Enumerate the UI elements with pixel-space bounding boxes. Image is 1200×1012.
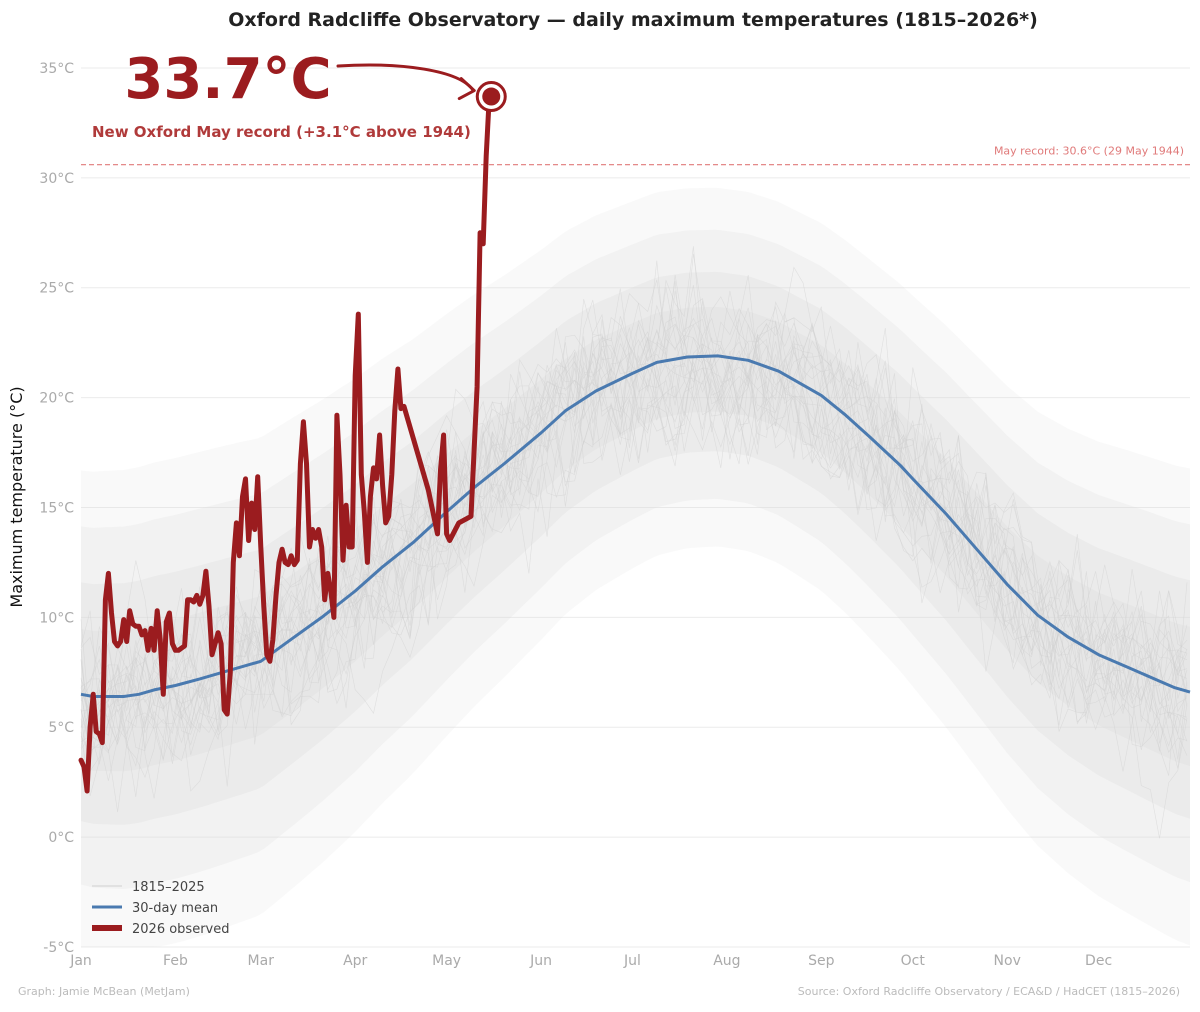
reference-line-group: May record: 30.6°C (29 May 1944): [81, 145, 1190, 166]
historical-trace: [80, 319, 1188, 749]
axes-group: -5°C 0°C 5°C 10°C 15°C 20°C 25°C 30°C 35°C Jan Feb…: [39, 61, 1112, 969]
x-tick-label: Mar: [248, 953, 275, 969]
y-tick-label: 25°C: [39, 281, 74, 297]
x-tick-label: Nov: [994, 953, 1021, 969]
record-value-label: 33.7°C: [124, 47, 331, 112]
y-tick-label: 0°C: [48, 830, 74, 846]
y-axis-label: Maximum temperature (°C): [7, 386, 26, 607]
x-tick-label: Dec: [1085, 953, 1112, 969]
x-tick-label: Apr: [343, 953, 367, 969]
credit-author: Graph: Jamie McBean (MetJam): [18, 985, 190, 998]
mean-series-line: [80, 354, 1191, 698]
record-highlight-group: 33.7°C New Oxford May record (+3.1°C abov…: [92, 47, 507, 141]
x-tick-label: Jun: [529, 953, 552, 969]
x-tick-label: Jan: [69, 953, 92, 969]
y-tick-label: 5°C: [48, 720, 74, 736]
x-tick-label: Feb: [163, 953, 188, 969]
historical-envelope: [81, 229, 1190, 890]
credit-source: Source: Oxford Radcliffe Observatory / E…: [798, 985, 1180, 998]
legend-entry-label: 30-day mean: [132, 901, 218, 916]
record-marker-dot: [482, 87, 501, 106]
record-caption: New Oxford May record (+3.1°C above 1944…: [92, 123, 471, 141]
y-tick-label: 20°C: [39, 391, 74, 407]
historical-trace: [80, 246, 1188, 713]
chart-title: Oxford Radcliffe Observatory — daily max…: [228, 9, 1038, 31]
y-tick-label: 30°C: [39, 171, 74, 187]
legend: 1815–2025 30-day mean 2026 observed: [92, 880, 229, 937]
historical-band: [80, 187, 1190, 948]
mean-series-group: [80, 354, 1191, 698]
may-record-label: May record: 30.6°C (29 May 1944): [994, 145, 1184, 158]
x-tick-label: Sep: [808, 953, 835, 969]
historical-envelope: [81, 271, 1190, 825]
x-tick-label: Aug: [713, 953, 740, 969]
historical-trace: [80, 320, 1188, 759]
historical-trace: [80, 253, 1188, 796]
y-tick-label: 15°C: [39, 500, 74, 516]
observed-series-group: [78, 94, 492, 794]
x-tick-label: Oct: [901, 953, 926, 969]
historical-envelope: [81, 306, 1190, 772]
record-arrow: [336, 63, 475, 93]
legend-entry-label: 2026 observed: [132, 922, 229, 937]
legend-entry-label: 1815–2025: [132, 880, 205, 895]
y-tick-label: -5°C: [43, 940, 74, 956]
record-arrow-head: [457, 77, 476, 101]
y-tick-label: 10°C: [39, 610, 74, 626]
x-tick-label: Jul: [623, 953, 641, 969]
observed-series-line: [78, 94, 492, 794]
y-tick-label: 35°C: [39, 61, 74, 77]
x-tick-label: May: [432, 953, 461, 969]
